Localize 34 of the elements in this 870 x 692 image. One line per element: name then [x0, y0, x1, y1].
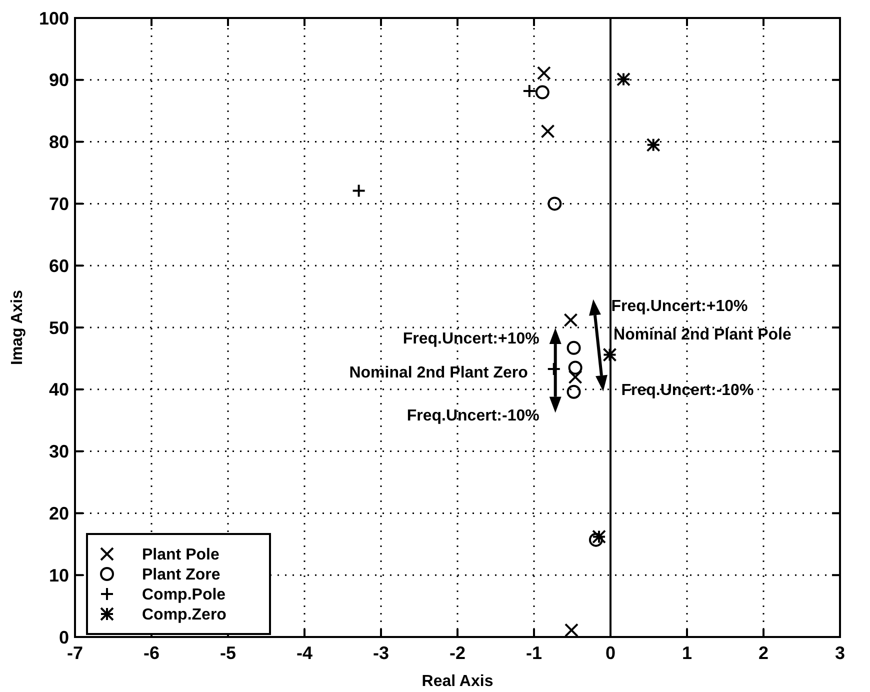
x-tick-label: -3	[372, 643, 390, 663]
legend-label: Plant Zore	[142, 566, 220, 584]
x-tick-label: -2	[449, 643, 466, 663]
annotation: Freq.Uncert:-10%	[621, 382, 754, 399]
legend-label: Comp.Zero	[142, 606, 227, 624]
annotation: Freq.Uncert:-10%	[406, 407, 540, 424]
y-tick-label: 70	[48, 194, 69, 214]
legend-label: Comp.Pole	[142, 586, 226, 604]
x-tick-label: -5	[220, 643, 236, 663]
y-tick-label: 10	[48, 565, 69, 586]
y-tick-label: 60	[48, 256, 69, 276]
y-tick-label: 90	[48, 70, 69, 90]
annotation: Freq.Uncert:+10%	[611, 298, 748, 315]
y-tick-label: 0	[58, 627, 69, 648]
x-tick-label: -4	[296, 643, 313, 663]
annotation: Freq.Uncert:+10%	[402, 330, 540, 348]
legend-label: Plant Pole	[142, 546, 220, 564]
x-tick-label: -7	[66, 643, 84, 663]
x-tick-label: 3	[834, 643, 846, 663]
y-tick-label: 30	[48, 442, 69, 462]
x-tick-label: 0	[605, 643, 616, 663]
y-tick-label: 100	[38, 8, 69, 28]
y-tick-label: 80	[48, 132, 69, 152]
x-tick-label: 1	[682, 643, 692, 663]
annotation: Nominal 2nd Plant Pole	[614, 326, 792, 344]
x-tick-label: -1	[526, 643, 542, 663]
y-axis-title: Imag Axis	[9, 290, 26, 365]
x-tick-label: -6	[143, 643, 160, 663]
y-tick-label: 20	[48, 504, 69, 524]
x-tick-label: 2	[758, 643, 769, 663]
x-axis-title: Real Axis	[422, 673, 494, 690]
y-tick-label: 40	[48, 380, 69, 400]
annotation: Nominal 2nd Plant Zero	[349, 364, 528, 382]
y-tick-label: 50	[48, 318, 69, 338]
